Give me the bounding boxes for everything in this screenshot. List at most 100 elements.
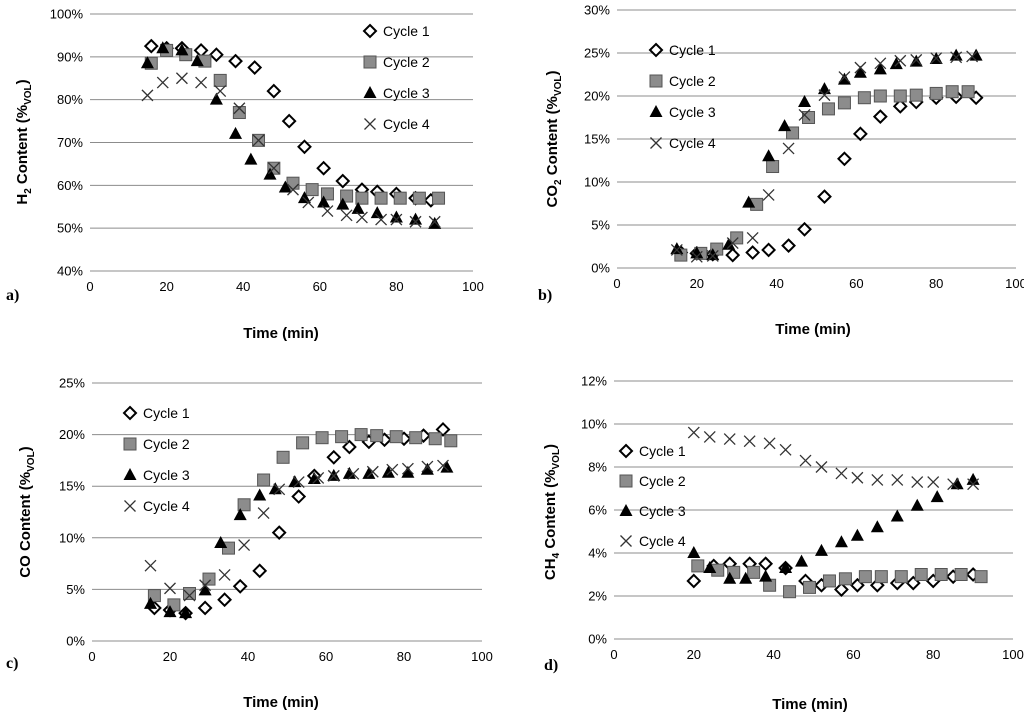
data-point bbox=[858, 570, 872, 584]
data-point bbox=[874, 57, 887, 70]
data-point bbox=[854, 61, 867, 74]
data-point bbox=[335, 173, 351, 189]
y-tick-label: 4% bbox=[588, 546, 607, 561]
y-axis-label: CO2 Content (%VOL) bbox=[544, 71, 564, 208]
data-point bbox=[281, 113, 297, 129]
legend-entry: Cycle 1 bbox=[383, 23, 430, 39]
data-point bbox=[292, 476, 305, 489]
data-point bbox=[409, 431, 423, 445]
data-point bbox=[144, 559, 157, 572]
data-point bbox=[779, 443, 792, 456]
data-point bbox=[670, 242, 684, 255]
data-point bbox=[909, 88, 923, 102]
y-tick-label: 10% bbox=[584, 175, 610, 190]
legend-marker bbox=[123, 437, 137, 451]
series-cycle-3 bbox=[687, 472, 980, 584]
data-point bbox=[321, 205, 334, 217]
x-tick-label: 40 bbox=[236, 279, 250, 294]
x-tick-label: 60 bbox=[313, 279, 327, 294]
data-point bbox=[889, 57, 903, 70]
y-tick-label: 25% bbox=[59, 376, 85, 391]
y-tick-label: 5% bbox=[591, 218, 610, 233]
data-point bbox=[347, 467, 360, 480]
panel-label: d) bbox=[544, 657, 558, 674]
y-tick-label: 70% bbox=[57, 135, 83, 150]
data-point bbox=[967, 478, 980, 491]
data-point bbox=[197, 600, 213, 616]
data-point bbox=[745, 245, 761, 260]
legend-marker bbox=[649, 105, 663, 117]
x-axis-label: Time (min) bbox=[243, 325, 319, 342]
data-point bbox=[389, 210, 403, 223]
data-point bbox=[950, 51, 963, 64]
y-tick-label: 10% bbox=[581, 417, 607, 432]
data-point bbox=[218, 568, 231, 581]
data-point bbox=[444, 434, 458, 448]
series-cycle-3 bbox=[670, 48, 983, 261]
data-point bbox=[872, 109, 888, 125]
y-axis-label: H2 Content (%VOL) bbox=[14, 79, 34, 204]
x-tick-label: 100 bbox=[471, 649, 493, 664]
data-point bbox=[143, 38, 159, 54]
legend: Cycle 1 Cycle 2 Cycle 3 Cycle 4 bbox=[648, 42, 716, 151]
data-point bbox=[140, 56, 154, 69]
data-point bbox=[428, 432, 442, 446]
y-tick-label: 15% bbox=[584, 132, 610, 147]
data-point bbox=[853, 65, 867, 78]
x-axis-label: Time (min) bbox=[775, 321, 851, 338]
data-point bbox=[342, 466, 356, 479]
data-point bbox=[703, 561, 717, 574]
data-point bbox=[799, 454, 812, 467]
y-tick-label: 80% bbox=[57, 92, 83, 107]
data-point bbox=[706, 250, 719, 262]
data-point bbox=[961, 85, 975, 99]
data-point bbox=[164, 582, 176, 595]
data-point bbox=[316, 160, 332, 176]
legend-marker bbox=[364, 118, 376, 130]
data-point bbox=[927, 476, 940, 489]
data-point bbox=[233, 508, 247, 521]
series-cycle-4 bbox=[144, 459, 449, 602]
data-point bbox=[670, 243, 683, 256]
data-point bbox=[141, 89, 154, 102]
data-point bbox=[326, 449, 342, 465]
data-point bbox=[690, 246, 704, 259]
x-tick-label: 40 bbox=[769, 276, 783, 291]
data-point bbox=[690, 250, 703, 263]
panel-label: b) bbox=[538, 287, 552, 304]
data-point bbox=[762, 149, 776, 162]
series-cycle-1 bbox=[673, 89, 984, 263]
legend-marker bbox=[619, 504, 633, 516]
data-point bbox=[687, 426, 700, 439]
series-cycle-4 bbox=[141, 72, 441, 228]
data-point bbox=[175, 43, 189, 56]
data-point bbox=[267, 162, 280, 175]
data-point bbox=[873, 62, 887, 75]
legend-marker bbox=[618, 443, 634, 459]
data-point bbox=[837, 151, 852, 167]
data-point bbox=[966, 472, 980, 485]
data-point bbox=[389, 430, 403, 444]
series-cycle-3 bbox=[144, 460, 454, 619]
data-point bbox=[253, 488, 267, 501]
data-point bbox=[199, 579, 212, 592]
data-point bbox=[247, 60, 263, 75]
data-point bbox=[966, 50, 979, 63]
x-tick-label: 100 bbox=[1005, 276, 1024, 291]
data-point bbox=[930, 490, 944, 503]
data-point bbox=[795, 554, 809, 567]
data-point bbox=[401, 462, 414, 475]
data-point bbox=[244, 152, 258, 165]
data-point bbox=[871, 473, 884, 486]
data-point bbox=[797, 221, 812, 237]
x-tick-label: 80 bbox=[397, 649, 411, 664]
series-cycle-2 bbox=[674, 85, 975, 262]
legend-marker bbox=[620, 535, 632, 547]
data-point bbox=[327, 468, 341, 481]
data-point bbox=[257, 507, 270, 519]
data-point bbox=[954, 568, 968, 581]
data-point bbox=[381, 465, 395, 478]
data-point bbox=[340, 209, 353, 222]
data-point bbox=[726, 237, 739, 250]
data-point bbox=[351, 201, 365, 214]
